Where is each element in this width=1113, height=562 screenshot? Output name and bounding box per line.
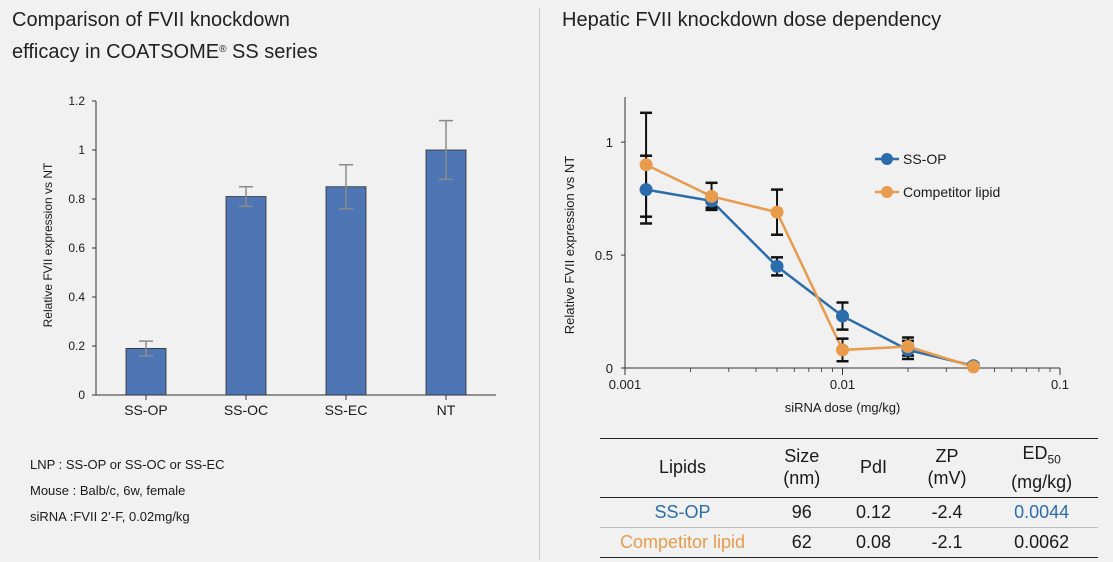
header-pdi-label: PdI [860,457,888,478]
data-point [770,205,784,219]
legend-marker [881,153,893,165]
table-header-row: Lipids Size (nm) PdI ZP (mV) ED50 (mg/kg) [600,438,1098,498]
bar-chart-marks: 0 0.2 0.4 0.6 0.8 1 1.2 SS-OP SS-OC SS-EC NT Relati… [41,94,496,418]
lipid-properties-table: Lipids Size (nm) PdI ZP (mV) ED50 (mg/kg) S… [600,438,1098,558]
y-tick-label: 1 [606,135,613,150]
cell-zp: -2.1 [908,527,986,558]
y-tick-label: 0.5 [595,248,613,263]
series-line [645,188,974,367]
data-point [966,360,980,374]
cell-lipid: Competitor lipid [600,527,765,558]
x-tick-label: SS-EC [325,402,368,418]
header-zp-label: ZP [935,446,959,467]
x-tick-label: 0.1 [1051,377,1069,392]
x-tick-label: NT [437,402,456,418]
header-size: Size (nm) [765,438,839,498]
y-tick-label: 1.2 [68,94,85,108]
y-tick-label: 0 [606,361,613,376]
header-ed50: ED50 (mg/kg) [985,438,1098,498]
y-tick-label: 0.2 [68,339,85,353]
table-row: Competitor lipid 62 0.08 -2.1 0.0062 [600,527,1098,558]
left-title-prefix: efficacy in COATSOME [12,41,220,63]
bar-chart: 0 0.2 0.4 0.6 0.8 1 1.2 SS-OP SS-OC SS-EC NT Relati… [41,94,496,418]
line-chart: 0 0.5 1 0.001 0.01 0.1 siRNA dose (mg/kg) Relat… [562,97,1069,415]
x-tick-label: 0.001 [609,377,642,392]
header-lipids: Lipids [600,438,765,498]
left-title-line2: efficacy in COATSOME® SS series [12,36,482,68]
y-tick-label: 0.4 [68,290,85,304]
note-sirna: siRNA :FVII 2’-F, 0.02mg/kg [30,509,190,524]
cell-pdi: 0.08 [838,527,909,558]
header-size-label: Size [784,446,820,467]
header-ed-sub: 50 [1047,452,1061,467]
y-axis-label: Relative FVII expression vs NT [41,162,55,327]
y-tick-label: 0.6 [68,241,85,255]
header-ed50-unit: (mg/kg) [1011,471,1073,492]
y-tick-label: 1 [78,143,85,157]
x-tick-label: SS-OC [224,402,268,418]
header-zp-unit: (mV) [927,468,967,489]
legend-marker [881,186,893,198]
data-point [639,183,653,197]
header-size-unit: (nm) [783,468,821,489]
cell-size: 62 [765,527,839,558]
y-axis-label: Relative FVII expression vs NT [562,156,577,335]
legend-label: Competitor lipid [903,184,1000,200]
left-title-line1: Comparison of FVII knockdown [12,9,290,31]
bar [325,186,367,396]
table-row: SS-OP 96 0.12 -2.4 0.0044 [600,497,1098,528]
data-point [836,309,849,323]
cell-size: 96 [765,497,839,528]
y-tick-label: 0 [78,388,85,402]
cell-ed50: 0.0044 [985,497,1098,528]
x-axis-label: siRNA dose (mg/kg) [785,400,901,415]
data-point [705,189,719,203]
header-pdi: PdI [838,438,909,498]
experiment-notes: LNP : SS-OP or SS-OC or SS-EC Mouse : Ba… [30,452,225,530]
registered-mark: ® [219,44,227,55]
left-title-suffix: SS series [226,41,318,63]
bar [225,196,267,396]
left-panel-title: Comparison of FVII knockdown efficacy in… [12,4,482,68]
panel-divider [539,8,540,560]
header-lipids-label: Lipids [658,457,707,478]
data-point [770,259,784,273]
note-mouse: Mouse : Balb/c, 6w, female [30,483,186,498]
cell-ed50: 0.0062 [985,527,1098,558]
right-panel-title: Hepatic FVII knockdown dose dependency [562,9,942,31]
legend-label: SS-OP [903,151,947,167]
x-tick-label: 0.01 [830,377,855,392]
cell-lipid: SS-OP [600,497,765,528]
note-lnp: LNP : SS-OP or SS-OC or SS-EC [30,457,225,472]
y-tick-label: 0.8 [68,192,85,206]
header-ed-label: ED [1022,443,1048,463]
data-point [901,340,915,354]
data-point [639,158,653,172]
x-tick-label: SS-OP [124,402,168,418]
header-zp: ZP (mV) [908,438,986,498]
line-chart-marks: 0 0.5 1 0.001 0.01 0.1 siRNA dose (mg/kg) Relat… [562,97,1069,415]
bar [425,149,467,396]
data-point [836,343,849,357]
series-line [645,163,974,369]
cell-zp: -2.4 [908,497,986,528]
cell-pdi: 0.12 [838,497,909,528]
